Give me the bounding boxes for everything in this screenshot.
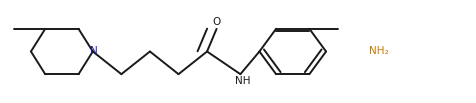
Text: N: N	[90, 46, 98, 57]
Text: O: O	[212, 17, 221, 27]
Text: NH₂: NH₂	[369, 46, 388, 57]
Text: NH: NH	[235, 76, 250, 86]
